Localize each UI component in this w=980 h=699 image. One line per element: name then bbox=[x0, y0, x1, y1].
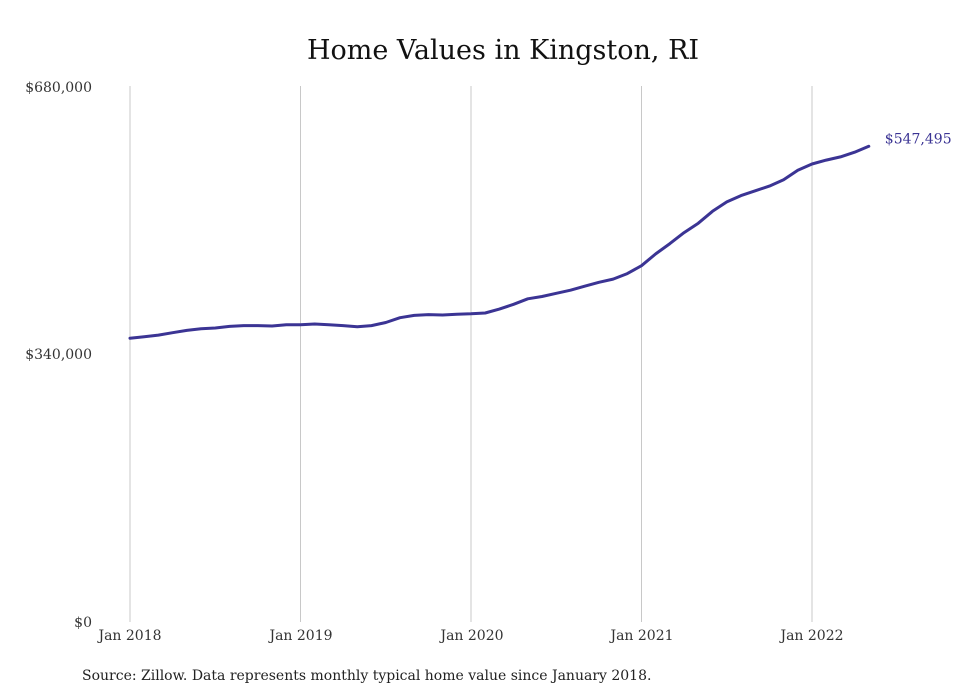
source-note: Source: Zillow. Data represents monthly … bbox=[82, 668, 652, 684]
end-value-label: $547,495 bbox=[885, 131, 952, 147]
x-axis: Jan 2018 Jan 2019 Jan 2020 Jan 2021 Jan … bbox=[96, 628, 843, 644]
series-line bbox=[128, 144, 871, 340]
x-tick-label: Jan 2019 bbox=[267, 628, 332, 644]
x-tick-label: Jan 2021 bbox=[608, 628, 673, 644]
x-tick-label: Jan 2022 bbox=[778, 628, 843, 644]
gridlines bbox=[129, 86, 813, 622]
y-tick-label: $340,000 bbox=[25, 347, 92, 363]
x-tick-label: Jan 2018 bbox=[96, 628, 161, 644]
x-tick-label: Jan 2020 bbox=[438, 628, 503, 644]
chart-title: Home Values in Kingston, RI bbox=[307, 35, 699, 66]
y-tick-label: $680,000 bbox=[25, 80, 92, 96]
y-axis: $680,000 $340,000 $0 bbox=[25, 80, 92, 631]
y-tick-label: $0 bbox=[74, 615, 92, 631]
